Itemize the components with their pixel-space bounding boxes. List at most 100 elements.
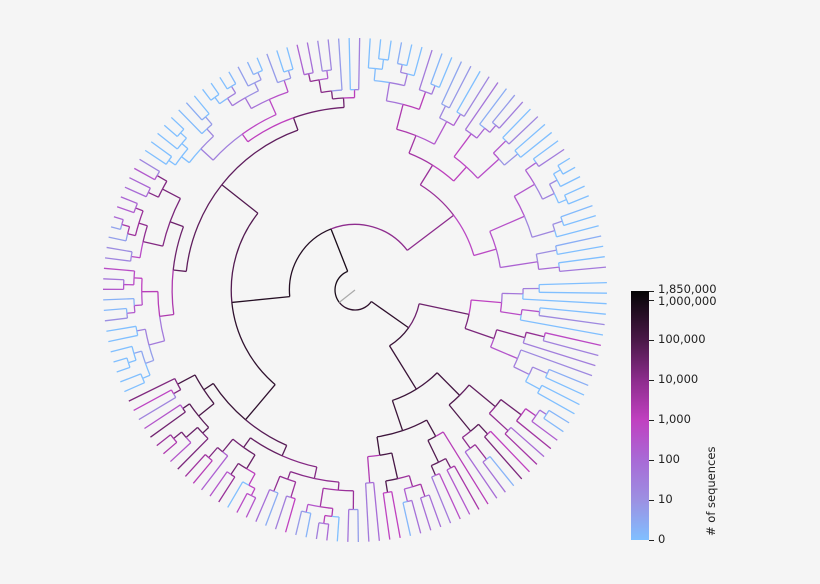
tree-branch	[284, 498, 296, 533]
tree-branch	[473, 248, 497, 257]
tree-branch	[555, 250, 558, 255]
tree-branch	[315, 522, 320, 540]
tree-branch	[379, 452, 392, 456]
tree-branch	[142, 225, 148, 242]
tree-branch	[178, 109, 203, 135]
tree-branch	[448, 65, 472, 109]
tree-branch	[313, 466, 318, 479]
tree-branch	[460, 113, 465, 117]
tree-branch	[250, 437, 283, 457]
tree-branch	[552, 224, 556, 231]
tree-branch	[517, 153, 522, 158]
tree-branch	[318, 79, 322, 93]
tree-branch	[556, 179, 562, 187]
tree-branch	[230, 85, 237, 94]
tree-branch	[214, 96, 221, 105]
tree-branch	[425, 91, 432, 95]
tree-branch	[201, 128, 208, 135]
tree-branch	[108, 236, 127, 242]
tree-branch	[173, 438, 178, 443]
tree-branch	[412, 483, 421, 488]
tree-branch	[435, 431, 444, 437]
tree-branch	[406, 214, 455, 251]
tree-branch	[203, 382, 214, 391]
tree-branch	[330, 90, 334, 100]
tree-branch	[157, 291, 161, 317]
tree-branch	[539, 291, 607, 294]
tree-branch	[251, 495, 256, 499]
tree-branch	[370, 300, 409, 329]
tree-branch	[378, 39, 382, 59]
tree-branch	[303, 73, 309, 76]
tree-branch	[358, 38, 361, 90]
tree-branch	[331, 515, 340, 518]
tree-branch	[189, 403, 200, 417]
tree-branch	[516, 349, 522, 359]
tree-branch	[201, 116, 206, 121]
tree-branch	[413, 46, 423, 76]
tree-branch	[402, 103, 420, 110]
tree-branch	[557, 165, 562, 171]
tree-branch	[120, 196, 138, 205]
tree-branch	[206, 123, 213, 130]
tree-branch	[241, 133, 249, 143]
tree-branch	[170, 116, 185, 130]
tree-branch	[495, 248, 501, 268]
tree-branch	[323, 522, 329, 525]
tree-branch	[148, 344, 155, 361]
tree-branch	[523, 215, 533, 238]
tree-branch	[555, 235, 602, 247]
tree-branch	[541, 384, 580, 406]
tree-branch	[232, 97, 246, 107]
tree-branch	[130, 251, 133, 257]
tree-branch	[568, 195, 589, 205]
tree-branch	[381, 59, 385, 70]
tree-branch	[184, 454, 206, 477]
tree-branch	[192, 460, 213, 484]
tree-branch	[434, 85, 440, 88]
tree-branch	[327, 39, 333, 71]
tree-branch	[181, 431, 187, 438]
tree-branch	[133, 167, 156, 181]
tree-branch	[535, 162, 540, 167]
tree-branch	[156, 171, 161, 176]
tree-branch	[464, 447, 471, 453]
tree-branch	[418, 91, 427, 110]
tree-branch	[539, 282, 607, 286]
colorbar-tick-label: 0	[658, 532, 666, 546]
tree-branch	[373, 68, 376, 81]
tree-branch	[331, 508, 334, 517]
tree-branch	[144, 149, 167, 165]
tree-branch	[487, 430, 492, 435]
tree-branch	[500, 293, 503, 303]
tree-branch	[543, 414, 547, 419]
tree-branch	[407, 499, 412, 503]
tree-branch	[525, 162, 537, 171]
tree-branch	[556, 225, 599, 238]
tree-branch	[427, 435, 437, 441]
colorbar-tick-label: 1,000	[658, 412, 691, 426]
tree-branch	[510, 426, 545, 458]
tree-branch	[287, 70, 292, 79]
tree-branch	[129, 177, 151, 189]
tree-branch	[479, 88, 507, 125]
tree-branch	[218, 476, 236, 503]
tree-branch	[477, 158, 500, 179]
tree-branch	[448, 394, 461, 406]
tree-branch	[368, 67, 376, 70]
tree-branch	[203, 389, 215, 405]
tree-branch	[507, 427, 512, 432]
tree-branch	[337, 38, 343, 91]
tree-branch	[236, 493, 248, 513]
tree-branch	[383, 58, 389, 61]
tree-branch	[453, 214, 475, 256]
tree-branch	[314, 477, 340, 483]
tree-branch	[500, 261, 538, 269]
tree-branch	[250, 488, 256, 496]
tree-branch	[539, 314, 605, 326]
tree-branch	[484, 127, 491, 133]
tree-branch	[131, 255, 141, 259]
tree-branch	[185, 102, 203, 121]
colorbar-tick-mark	[649, 291, 654, 292]
tree-branch	[374, 79, 390, 84]
